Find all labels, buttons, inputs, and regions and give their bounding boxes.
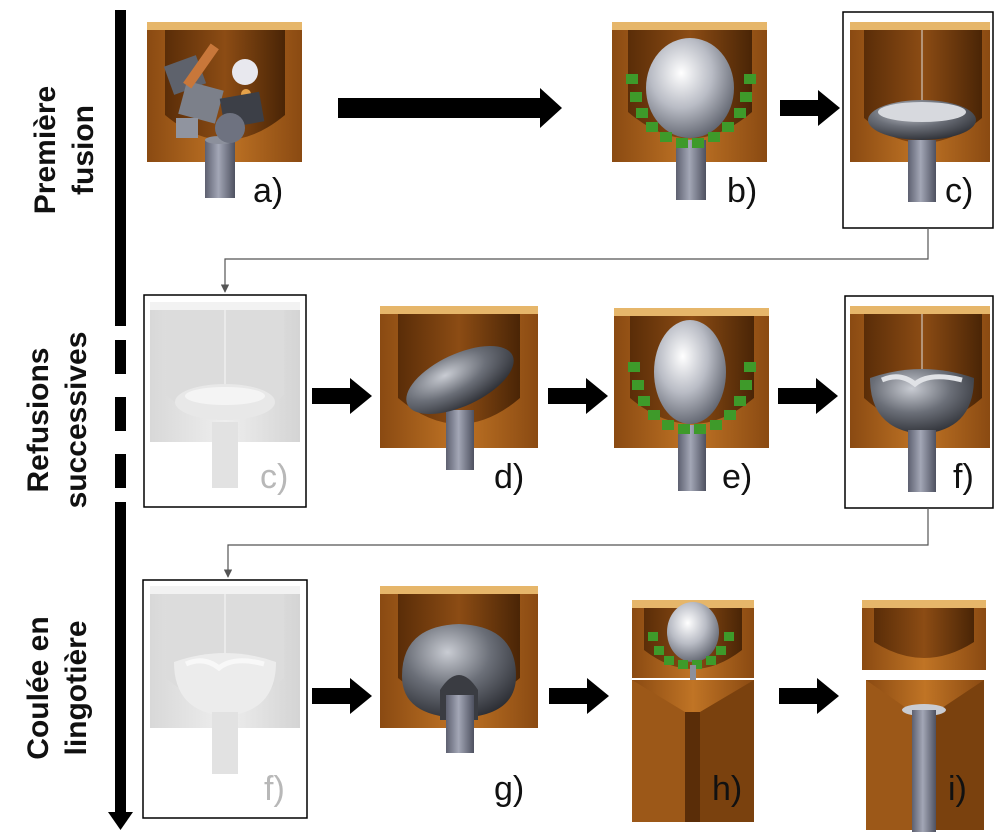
section-label-line: fusion bbox=[67, 105, 100, 195]
frame-f bbox=[844, 295, 994, 509]
illustration-b bbox=[612, 22, 767, 200]
timeline-dash-2 bbox=[115, 397, 126, 431]
illustration-g bbox=[380, 586, 538, 753]
illustration-c bbox=[850, 22, 990, 202]
arrow-b-c bbox=[780, 90, 840, 126]
arrow-a-b bbox=[338, 88, 562, 128]
step-label-b: b) bbox=[727, 172, 758, 210]
step-label-e: e) bbox=[722, 458, 753, 496]
arrow-d-e bbox=[548, 378, 608, 414]
section-label-line: successives bbox=[60, 331, 93, 509]
connector-f-to-f bbox=[223, 508, 929, 578]
section-label-coulee-en-lingotiere: Coulée en lingotière bbox=[20, 616, 96, 759]
arrow-e-f bbox=[778, 378, 838, 414]
section-label-line: Coulée en bbox=[22, 616, 55, 760]
arrow-g-h bbox=[549, 678, 609, 714]
arrow-f-g bbox=[312, 678, 372, 714]
illustration-h bbox=[632, 600, 754, 822]
illustration-c-faded bbox=[150, 302, 300, 488]
timeline-dash-3 bbox=[115, 454, 126, 488]
timeline-segment-2 bbox=[115, 502, 126, 812]
section-label-refusions-successives: Refusions successives bbox=[20, 332, 96, 509]
arrow-h-i bbox=[779, 678, 839, 714]
step-label-g: g) bbox=[494, 770, 525, 808]
illustration-a bbox=[147, 22, 302, 198]
section-label-line: Refusions bbox=[22, 347, 55, 493]
section-label-premiere-fusion: Première fusion bbox=[27, 86, 103, 214]
timeline-segment-1 bbox=[115, 10, 126, 326]
step-label-a: a) bbox=[253, 172, 284, 210]
frame-c bbox=[842, 11, 994, 229]
step-label-i: i) bbox=[948, 770, 967, 808]
connector-c-to-c bbox=[220, 228, 929, 293]
illustration-i bbox=[862, 600, 986, 832]
frame-f-repeat bbox=[142, 579, 308, 819]
step-label-f-repeat: f) bbox=[264, 770, 285, 808]
step-label-c: c) bbox=[945, 172, 974, 210]
section-label-line: Première bbox=[29, 85, 62, 215]
step-label-d: d) bbox=[494, 458, 525, 496]
process-arrows bbox=[312, 88, 840, 714]
step-label-c-repeat: c) bbox=[260, 458, 289, 496]
section-label-line: lingotière bbox=[60, 620, 93, 756]
step-label-h: h) bbox=[712, 770, 743, 808]
step-label-f: f) bbox=[953, 458, 974, 496]
illustration-e bbox=[614, 308, 769, 491]
frame-c-repeat bbox=[143, 294, 307, 508]
arrow-c-d bbox=[312, 378, 372, 414]
illustration-f bbox=[850, 306, 990, 492]
timeline-arrowhead bbox=[108, 812, 133, 830]
illustration-d bbox=[380, 306, 538, 470]
timeline-bar bbox=[108, 10, 133, 830]
timeline-dash-1 bbox=[115, 340, 126, 374]
illustration-f-faded bbox=[150, 586, 300, 774]
